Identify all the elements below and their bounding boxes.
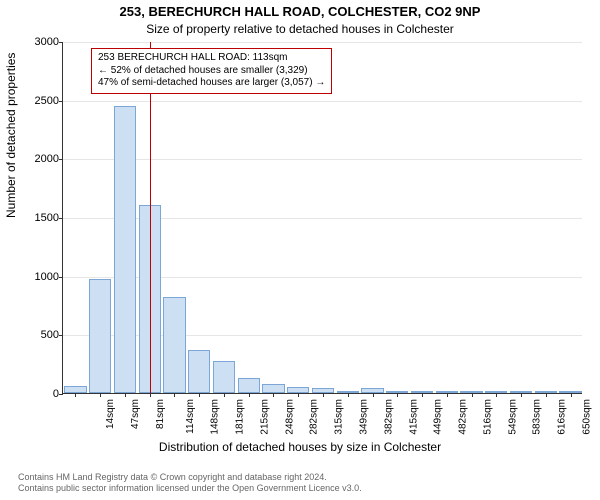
xtick-label: 616sqm: [557, 399, 568, 435]
chart-container: 253, BERECHURCH HALL ROAD, COLCHESTER, C…: [0, 0, 600, 500]
gridline: [63, 42, 582, 43]
chart-subtitle: Size of property relative to detached ho…: [0, 22, 600, 36]
xtick-mark: [546, 393, 547, 397]
histogram-bar: [312, 388, 334, 393]
histogram-bar: [559, 391, 581, 393]
histogram-bar: [238, 378, 260, 393]
x-axis-label: Distribution of detached houses by size …: [0, 440, 600, 454]
histogram-bar: [337, 391, 359, 393]
xtick-label: 47sqm: [130, 399, 141, 429]
ytick-mark: [59, 42, 63, 43]
histogram-bar: [262, 384, 284, 393]
xtick-label: 282sqm: [309, 399, 320, 435]
histogram-bar: [386, 391, 408, 393]
gridline: [63, 159, 582, 160]
xtick-label: 482sqm: [458, 399, 469, 435]
histogram-bar: [411, 391, 433, 393]
xtick-label: 114sqm: [185, 399, 196, 434]
ytick-mark: [59, 394, 63, 395]
xtick-label: 583sqm: [532, 399, 543, 435]
histogram-bar: [361, 388, 383, 393]
xtick-mark: [571, 393, 572, 397]
ytick-mark: [59, 159, 63, 160]
histogram-bar: [163, 297, 185, 393]
xtick-label: 549sqm: [507, 399, 518, 435]
ytick-label: 500: [41, 329, 59, 341]
xtick-label: 415sqm: [408, 399, 419, 435]
xtick-mark: [273, 393, 274, 397]
xtick-label: 382sqm: [383, 399, 394, 435]
histogram-bar: [287, 387, 309, 393]
xtick-mark: [150, 393, 151, 397]
xtick-mark: [397, 393, 398, 397]
histogram-bar: [460, 391, 482, 393]
ytick-label: 0: [53, 388, 59, 400]
plot-area: 253 BERECHURCH HALL ROAD: 113sqm← 52% of…: [62, 42, 582, 394]
histogram-bar: [436, 391, 458, 393]
xtick-mark: [100, 393, 101, 397]
xtick-label: 349sqm: [359, 399, 370, 435]
xtick-label: 148sqm: [210, 399, 221, 435]
xtick-label: 650sqm: [581, 399, 592, 435]
annotation-line: ← 52% of detached houses are smaller (3,…: [98, 65, 325, 78]
histogram-bar: [64, 386, 86, 393]
xtick-mark: [472, 393, 473, 397]
ytick-label: 3000: [35, 36, 59, 48]
xtick-mark: [298, 393, 299, 397]
xtick-mark: [373, 393, 374, 397]
footer-line-1: Contains HM Land Registry data © Crown c…: [18, 472, 362, 483]
ytick-mark: [59, 101, 63, 102]
xtick-label: 81sqm: [155, 399, 166, 429]
xtick-label: 14sqm: [105, 399, 116, 429]
y-axis-label: Number of detached properties: [4, 53, 18, 218]
xtick-label: 215sqm: [260, 399, 271, 435]
xtick-mark: [521, 393, 522, 397]
xtick-mark: [199, 393, 200, 397]
xtick-mark: [348, 393, 349, 397]
xtick-mark: [422, 393, 423, 397]
xtick-label: 248sqm: [284, 399, 295, 435]
histogram-bar: [213, 361, 235, 393]
footer-attribution: Contains HM Land Registry data © Crown c…: [18, 472, 362, 494]
ytick-mark: [59, 335, 63, 336]
annotation-line: 47% of semi-detached houses are larger (…: [98, 77, 325, 90]
ytick-mark: [59, 218, 63, 219]
ytick-label: 2000: [35, 153, 59, 165]
annotation-line: 253 BERECHURCH HALL ROAD: 113sqm: [98, 52, 325, 65]
xtick-mark: [323, 393, 324, 397]
ytick-mark: [59, 277, 63, 278]
xtick-mark: [496, 393, 497, 397]
xtick-mark: [249, 393, 250, 397]
gridline: [63, 101, 582, 102]
reference-line: [150, 42, 151, 393]
histogram-bar: [510, 391, 532, 393]
xtick-label: 315sqm: [334, 399, 345, 435]
xtick-mark: [174, 393, 175, 397]
histogram-bar: [89, 279, 111, 393]
histogram-bar: [114, 106, 136, 393]
xtick-mark: [125, 393, 126, 397]
histogram-bar: [485, 391, 507, 393]
xtick-label: 449sqm: [433, 399, 444, 435]
xtick-mark: [75, 393, 76, 397]
histogram-bar: [188, 350, 210, 393]
xtick-mark: [447, 393, 448, 397]
footer-line-2: Contains public sector information licen…: [18, 483, 362, 494]
xtick-mark: [224, 393, 225, 397]
ytick-label: 1000: [35, 271, 59, 283]
ytick-label: 1500: [35, 212, 59, 224]
ytick-label: 2500: [35, 95, 59, 107]
xtick-label: 516sqm: [482, 399, 493, 435]
histogram-bar: [535, 391, 557, 393]
chart-title: 253, BERECHURCH HALL ROAD, COLCHESTER, C…: [0, 4, 600, 19]
xtick-label: 181sqm: [235, 399, 246, 435]
annotation-box: 253 BERECHURCH HALL ROAD: 113sqm← 52% of…: [91, 48, 332, 94]
